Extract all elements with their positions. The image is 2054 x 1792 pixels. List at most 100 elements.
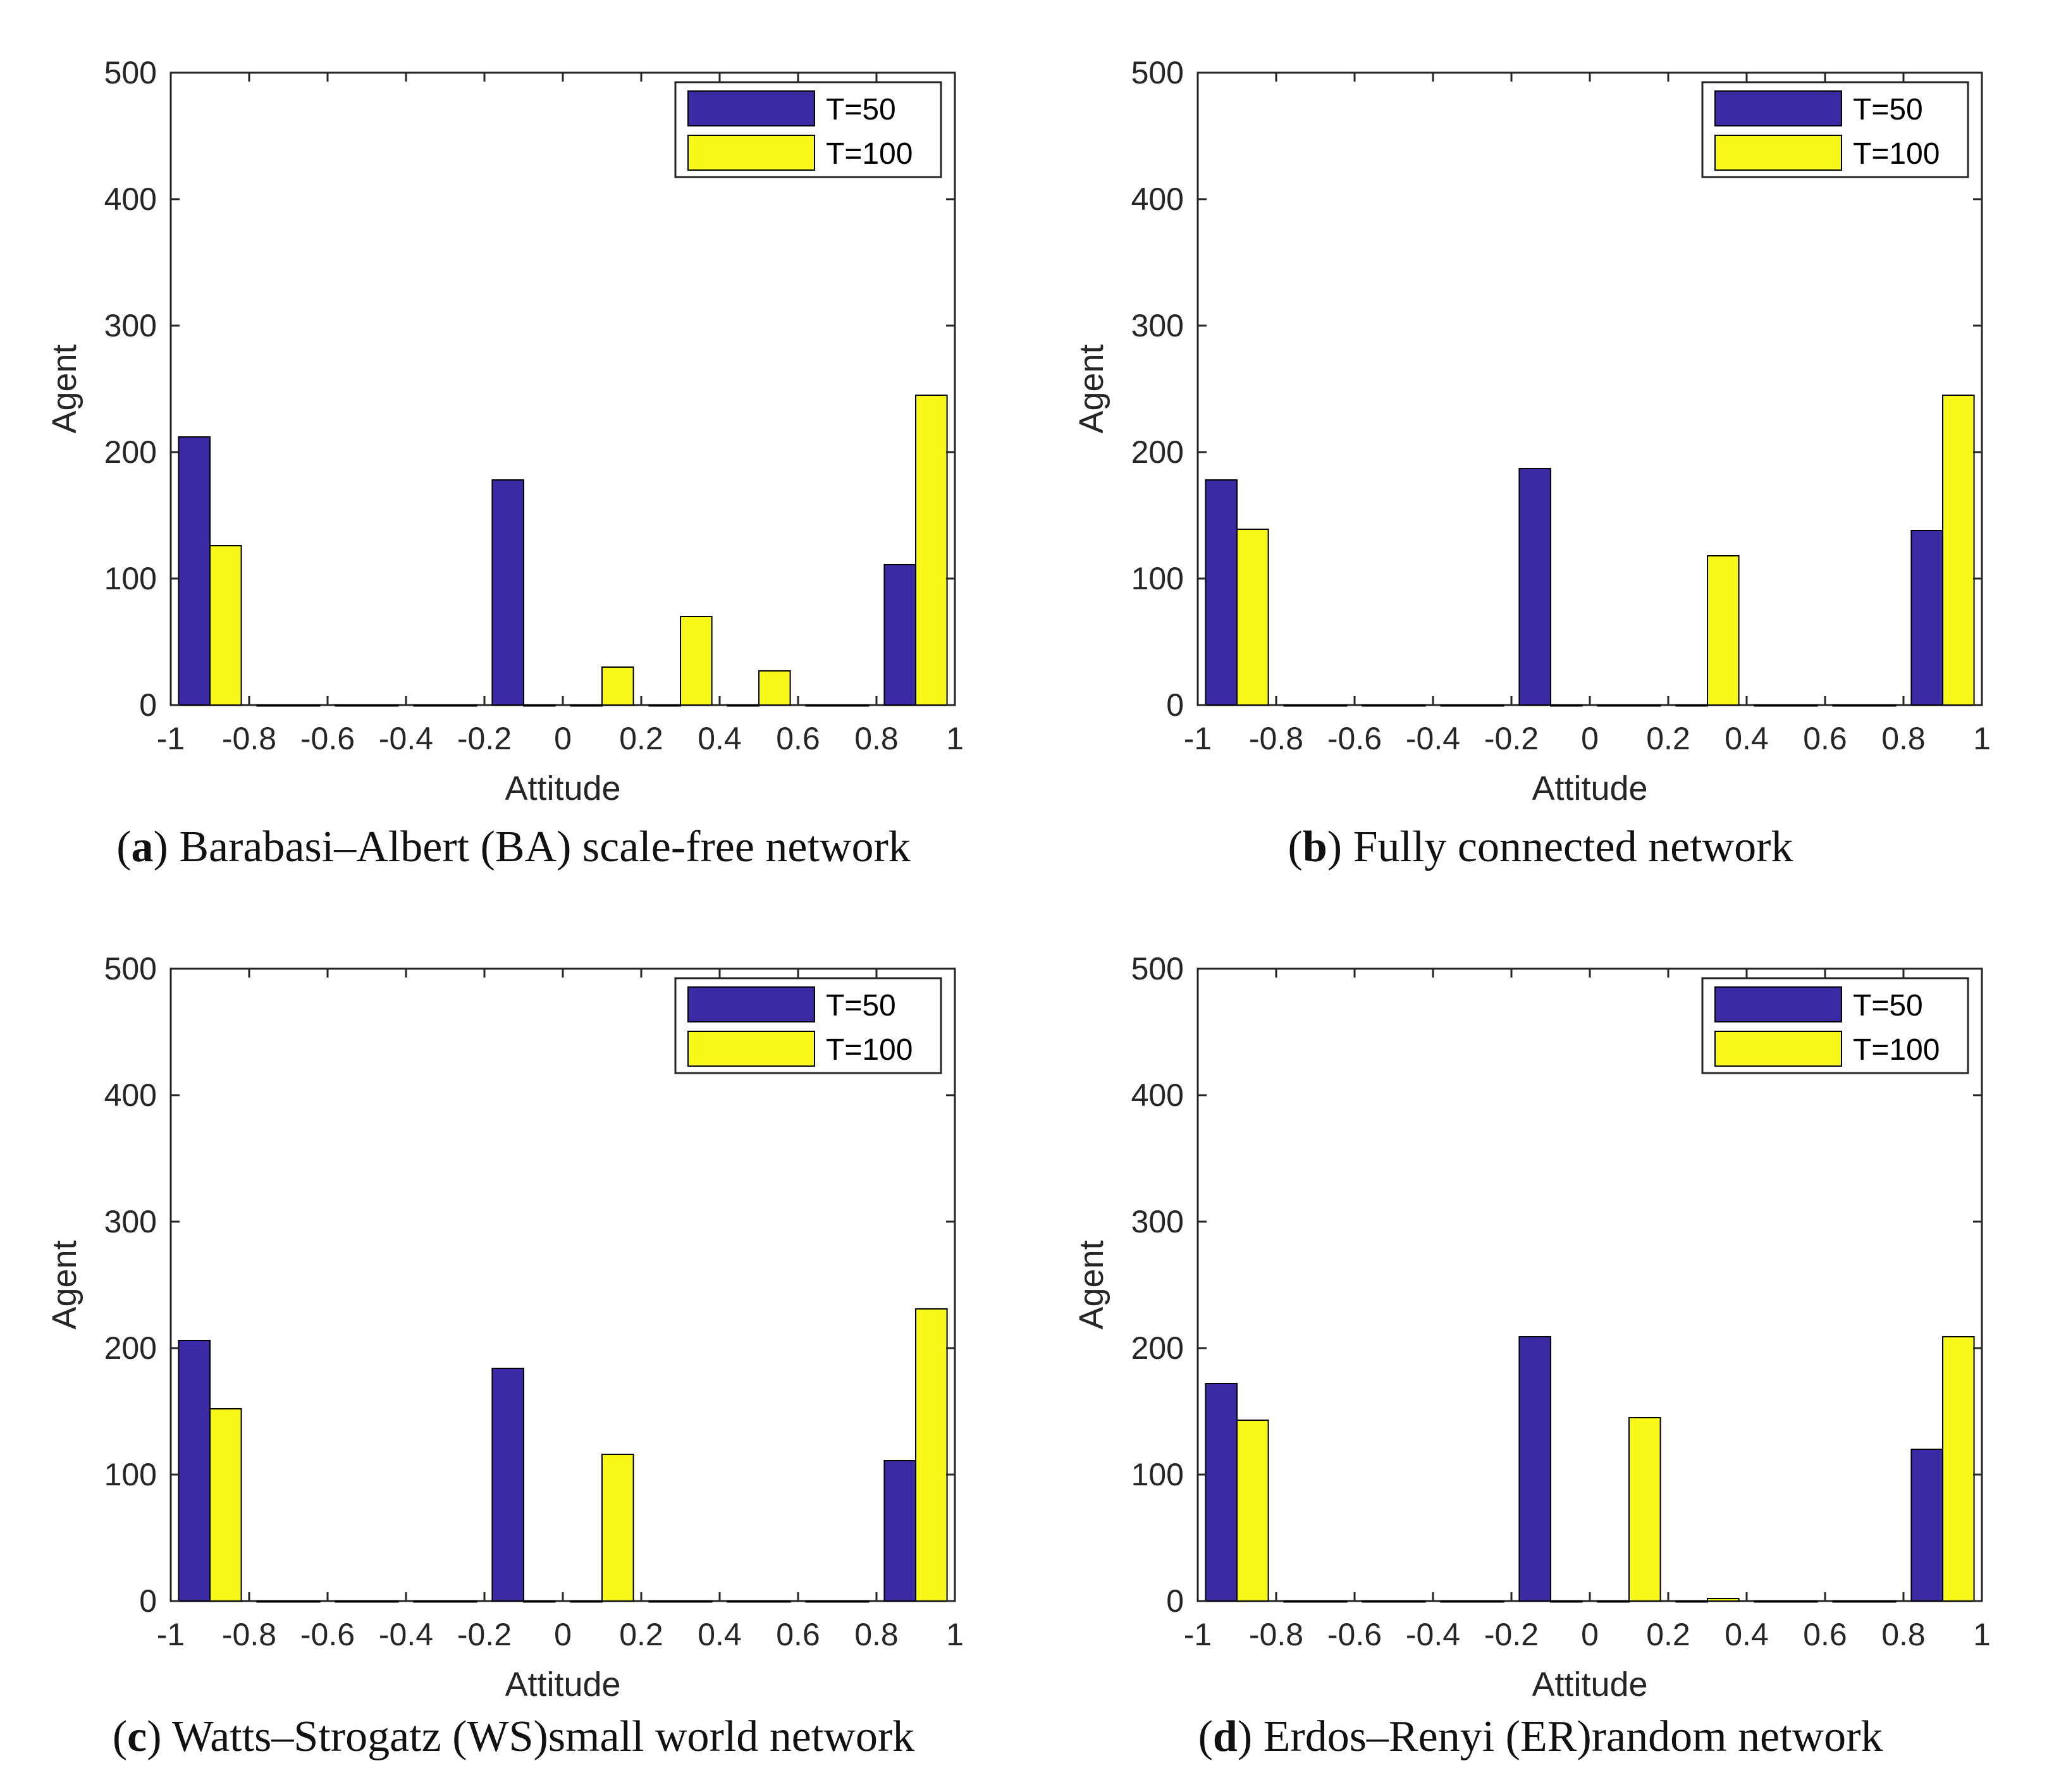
y-tick-label-b: 200 — [1131, 434, 1184, 470]
bar-d-T=100-bin-2 — [1393, 1600, 1426, 1603]
x-axis-title-b: Attitude — [1532, 770, 1647, 807]
legend-swatch-b-1 — [1714, 135, 1842, 171]
y-tick-label-d: 100 — [1131, 1457, 1184, 1492]
x-tick-label-b: 1 — [1973, 721, 1991, 756]
bar-b-T=50-bin-3 — [1440, 704, 1473, 707]
y-tick-label-d: 500 — [1131, 951, 1184, 986]
bar-d-T=50-bin-1 — [1283, 1600, 1316, 1603]
bar-b-T=50-bin-0 — [1205, 479, 1238, 706]
y-axis-title-d: Agent — [1073, 1240, 1110, 1329]
y-tick-label-b: 500 — [1131, 55, 1184, 90]
x-tick-label-a: -0.2 — [457, 721, 512, 756]
bar-a-T=50-bin-0 — [178, 436, 211, 706]
chart-d: 0 100 200 300 400 500 -1 -0.8 -0.6 -0.4 -0.2 0 0.2 0.… — [1073, 951, 1991, 1703]
y-tick-label-c: 200 — [104, 1330, 157, 1366]
bar-c-T=100-bin-8 — [837, 1600, 870, 1603]
legend-label-c-0: T=50 — [826, 989, 896, 1022]
y-tick-label-c: 400 — [104, 1077, 157, 1113]
bar-d-T=100-bin-3 — [1472, 1600, 1504, 1603]
bar-d-T=100-bin-4 — [1550, 1600, 1583, 1603]
bar-d-T=100-bin-7 — [1785, 1600, 1818, 1603]
y-tick-label-c: 100 — [104, 1457, 157, 1492]
caption-d: (d) Erdos–Renyi (ER)random network — [1198, 1712, 1883, 1761]
plot-area-d — [1196, 967, 1983, 1602]
legend-label-a-1: T=100 — [826, 137, 913, 171]
x-tick-label-a: -0.6 — [300, 721, 355, 756]
x-tick-label-c: -1 — [157, 1617, 185, 1652]
bar-c-T=50-bin-2 — [335, 1600, 368, 1603]
caption-c: (c) Watts–Strogatz (WS)small world netwo… — [112, 1712, 915, 1761]
bar-a-T=100-bin-6 — [680, 616, 713, 706]
bar-c-T=50-bin-8 — [805, 1600, 839, 1603]
y-tick-label-a: 100 — [104, 561, 157, 596]
bar-b-T=100-bin-8 — [1864, 704, 1897, 707]
bar-b-T=50-bin-5 — [1597, 704, 1630, 707]
y-tick-label-a: 400 — [104, 181, 157, 217]
bar-c-T=50-bin-3 — [413, 1600, 446, 1603]
x-tick-label-d: 0.4 — [1725, 1617, 1769, 1652]
x-tick-label-b: -1 — [1184, 721, 1212, 756]
caption-d-text: Erdos–Renyi (ER)random network — [1263, 1712, 1883, 1761]
caption-b-text: Fully connected network — [1353, 823, 1793, 871]
y-tick-label-c: 500 — [104, 951, 157, 986]
bar-a-T=50-bin-6 — [648, 704, 682, 707]
x-tick-label-c: -0.8 — [222, 1617, 276, 1652]
bar-b-T=100-bin-1 — [1315, 704, 1348, 707]
bar-d-T=100-bin-8 — [1864, 1600, 1897, 1603]
y-tick-label-a: 200 — [104, 434, 157, 470]
x-tick-label-b: 0 — [1581, 721, 1599, 756]
x-tick-label-d: -0.2 — [1484, 1617, 1539, 1652]
y-axis-title-a: Agent — [46, 344, 83, 433]
caption-a-letter: a — [131, 823, 154, 871]
bar-c-T=100-bin-1 — [288, 1600, 321, 1603]
legend-swatch-c-0 — [687, 986, 815, 1022]
bar-b-T=50-bin-6 — [1675, 704, 1709, 707]
bar-a-T=50-bin-7 — [727, 704, 760, 707]
bar-a-T=100-bin-2 — [366, 704, 399, 707]
x-tick-label-c: -0.4 — [379, 1617, 433, 1652]
y-tick-label-b: 400 — [1131, 181, 1184, 217]
x-tick-label-a: 0 — [554, 721, 572, 756]
y-tick-label-b: 100 — [1131, 561, 1184, 596]
x-tick-label-b: -0.8 — [1249, 721, 1303, 756]
bar-a-T=50-bin-1 — [256, 704, 289, 707]
bar-a-T=50-bin-5 — [570, 704, 603, 707]
legend-swatch-c-1 — [687, 1031, 815, 1067]
bar-a-T=100-bin-1 — [288, 704, 321, 707]
bar-c-T=50-bin-7 — [727, 1600, 760, 1603]
bar-d-T=100-bin-1 — [1315, 1600, 1348, 1603]
legend-swatch-b-0 — [1714, 90, 1842, 126]
bar-c-T=100-bin-4 — [523, 1600, 556, 1603]
bar-b-T=50-bin-2 — [1362, 704, 1395, 707]
plot-area-a — [169, 71, 956, 706]
bar-c-T=50-bin-1 — [256, 1600, 289, 1603]
x-axis-title-c: Attitude — [505, 1666, 620, 1703]
bar-d-T=50-bin-2 — [1362, 1600, 1395, 1603]
caption-c-letter: c — [127, 1712, 147, 1761]
bar-d-T=100-bin-6 — [1707, 1598, 1740, 1602]
bar-a-T=50-bin-9 — [883, 564, 917, 706]
x-tick-label-d: -1 — [1184, 1617, 1212, 1652]
bar-a-T=50-bin-2 — [335, 704, 368, 707]
bar-b-T=50-bin-8 — [1832, 704, 1866, 707]
bar-a-T=100-bin-0 — [209, 545, 242, 706]
x-tick-label-a: 0.4 — [698, 721, 742, 756]
bar-d-T=100-bin-5 — [1628, 1417, 1661, 1602]
bar-b-T=100-bin-4 — [1550, 704, 1583, 707]
bar-a-T=100-bin-3 — [445, 704, 477, 707]
bar-c-T=100-bin-6 — [680, 1600, 713, 1603]
x-tick-label-d: -0.4 — [1406, 1617, 1460, 1652]
bar-a-T=50-bin-3 — [413, 704, 446, 707]
x-tick-label-b: 0.6 — [1803, 721, 1847, 756]
y-axis-title-b: Agent — [1073, 344, 1110, 433]
x-axis-title-a: Attitude — [505, 770, 620, 807]
bar-d-T=100-bin-9 — [1942, 1336, 1975, 1602]
x-tick-label-d: -0.6 — [1327, 1617, 1382, 1652]
bar-b-T=100-bin-6 — [1707, 555, 1740, 706]
y-tick-label-a: 0 — [139, 687, 157, 723]
bar-d-T=50-bin-5 — [1597, 1600, 1630, 1603]
bar-b-T=100-bin-0 — [1236, 529, 1269, 706]
x-tick-label-b: 0.2 — [1646, 721, 1690, 756]
x-tick-label-a: -0.8 — [222, 721, 276, 756]
legend-swatch-a-1 — [687, 135, 815, 171]
